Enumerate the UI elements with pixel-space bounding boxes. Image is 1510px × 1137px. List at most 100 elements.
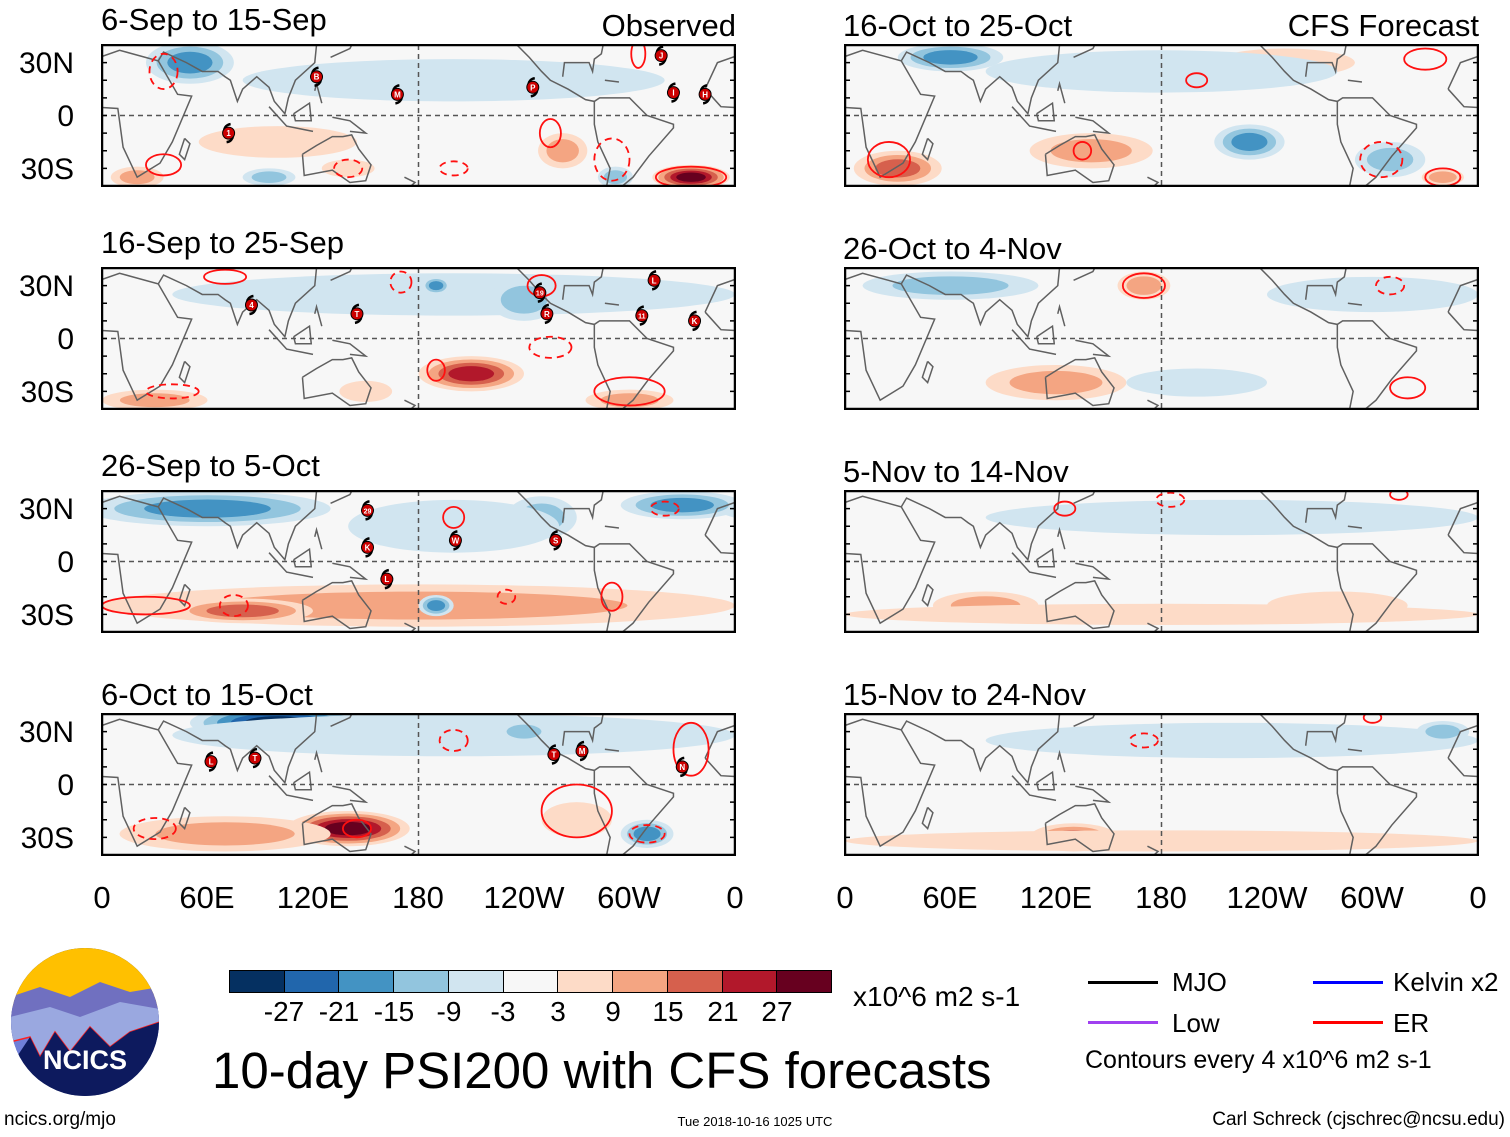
coastline	[561, 45, 604, 77]
storm-icon	[635, 309, 649, 323]
lon-label: 0	[836, 880, 854, 915]
anomaly-shading	[546, 139, 579, 163]
lon-label: 0	[93, 880, 111, 915]
anomaly-shading	[985, 499, 1478, 536]
storm-marker: T	[350, 303, 364, 325]
ncics-logo: NCICS	[11, 948, 159, 1096]
legend-low: Low	[1172, 1008, 1220, 1038]
coastline	[1035, 547, 1056, 568]
coastline	[845, 272, 936, 402]
anomaly-shading	[251, 171, 287, 184]
coastline	[921, 360, 934, 384]
lon-label: 0	[726, 880, 744, 915]
coastline	[157, 714, 318, 785]
footer-url[interactable]: ncics.org/mjo	[4, 1109, 116, 1130]
lon-label: 180	[1135, 880, 1187, 915]
colorbar-tick: -9	[436, 996, 462, 1027]
storm-marker: M	[575, 740, 589, 762]
er-contour-positive	[341, 818, 372, 839]
legend-kelvin: Kelvin x2	[1393, 967, 1499, 997]
storm-marker: R	[540, 303, 554, 325]
er-contour-positive	[654, 165, 728, 186]
er-contour-negative	[496, 588, 517, 605]
map-panel	[844, 267, 1479, 410]
anomaly-shading	[985, 50, 1338, 93]
colorbar-tick: 9	[605, 996, 621, 1027]
coastline	[516, 45, 675, 186]
coastline	[1035, 324, 1056, 345]
panel-title: 6-Oct to 15-Oct	[101, 677, 313, 712]
coastline	[404, 399, 417, 409]
coastline	[301, 803, 372, 853]
map-panel: 29 K L W S	[101, 490, 736, 633]
legend-er: ER	[1393, 1008, 1430, 1038]
er-contour-negative	[389, 270, 413, 294]
anomaly-shading	[845, 603, 1478, 625]
anomaly-shading	[172, 714, 735, 757]
storm-marker: S	[549, 530, 563, 551]
storm-label: H	[702, 90, 708, 99]
anomaly-shading	[209, 591, 628, 620]
storm-label: W	[452, 536, 460, 545]
coastline	[1057, 749, 1066, 773]
lat-label: 0	[57, 769, 74, 802]
coastline	[1011, 552, 1057, 579]
er-contour-negative	[218, 594, 249, 618]
anomaly-shading	[427, 600, 446, 612]
coastline	[178, 583, 191, 607]
storm-icon	[361, 540, 375, 554]
storm-marker: 29	[361, 500, 375, 521]
coastline	[604, 525, 620, 529]
er-contour-positive	[426, 358, 446, 382]
coastline	[102, 49, 193, 179]
coastline	[1044, 803, 1115, 853]
coastline	[292, 101, 313, 122]
colorbar-tick: 27	[761, 996, 793, 1027]
er-contour-positive	[1389, 376, 1427, 400]
coastline	[921, 583, 934, 607]
low-line-swatch	[1088, 1021, 1158, 1024]
storm-label: M	[579, 747, 586, 756]
kelvin-line-swatch	[1313, 981, 1383, 984]
er-contour-positive	[1185, 72, 1209, 89]
coastline	[404, 845, 417, 855]
er-contour-positive	[593, 376, 666, 407]
logo-text: NCICS	[43, 1045, 127, 1075]
lat-label: 30N	[18, 47, 74, 80]
coastline	[314, 749, 323, 773]
panel-title: 16-Oct to 25-Oct	[843, 8, 1073, 43]
forecast-label: CFS Forecast	[1287, 8, 1479, 43]
storm-icon	[204, 755, 218, 769]
er-contour-positive	[1403, 47, 1448, 71]
coastline	[1347, 525, 1363, 529]
colorbar	[229, 970, 832, 993]
storm-label: L	[652, 276, 657, 285]
er-contour-negative	[132, 817, 177, 841]
coastline	[314, 526, 323, 550]
anomaly-shading	[923, 50, 978, 65]
er-contour-negative	[649, 500, 680, 517]
coastline	[292, 770, 313, 791]
storm-marker: T	[248, 747, 262, 769]
lat-label: 30S	[20, 376, 74, 409]
er-contour-positive	[203, 268, 248, 285]
storm-icon	[526, 80, 540, 94]
er-contour-positive	[540, 783, 613, 839]
map-panel: B M 1 P J I H	[101, 44, 736, 187]
er-contour-positive	[600, 581, 624, 612]
er-contour-negative	[628, 824, 666, 844]
storm-label: S	[553, 536, 559, 545]
lon-label: 60E	[922, 880, 978, 915]
coastline	[845, 495, 936, 625]
storm-icon	[350, 307, 364, 321]
coastline	[268, 106, 314, 133]
er-contour-negative	[438, 728, 469, 752]
storm-icon	[688, 314, 702, 328]
map-panel	[844, 490, 1479, 633]
coastline	[1304, 714, 1347, 746]
coastline	[157, 268, 318, 339]
anomaly-shading	[1126, 276, 1162, 295]
colorbar-swatch	[284, 971, 340, 992]
anomaly-shading	[428, 281, 444, 291]
coastline	[1259, 45, 1418, 186]
